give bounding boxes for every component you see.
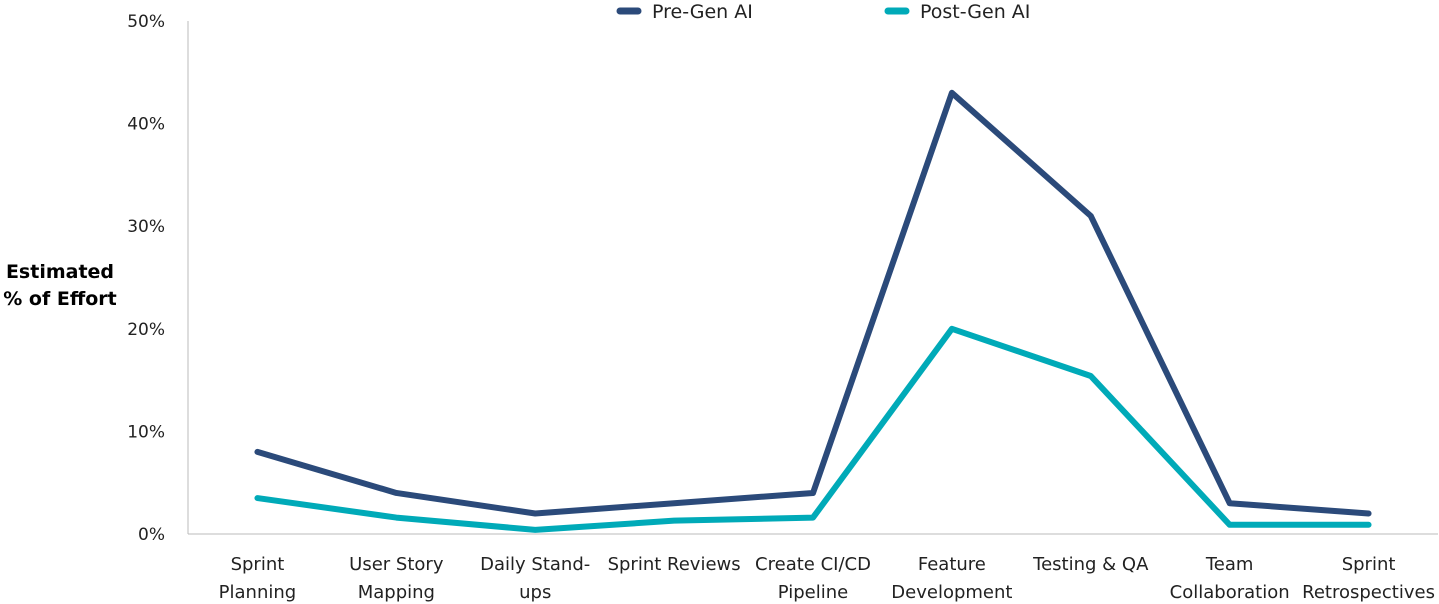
y-axis-label: Estimated% of Effort <box>3 261 116 310</box>
x-tick-label: Create CI/CD Pipeline <box>755 554 871 603</box>
y-tick-label: 30% <box>127 217 165 237</box>
y-tick-label: 20% <box>127 320 165 340</box>
x-tick-label: Sprint Reviews <box>608 554 741 575</box>
y-tick-label: 0% <box>138 525 165 545</box>
y-tick-label: 40% <box>127 115 165 135</box>
x-tick-label: Daily Stand-ups <box>480 554 590 603</box>
x-tick-label: User Story Mapping <box>349 554 444 603</box>
legend-label: Pre-Gen AI <box>652 1 753 23</box>
x-tick-label: Testing & QA <box>1032 554 1149 575</box>
x-tick-label: Team Collaboration <box>1170 554 1290 603</box>
y-tick-label: 10% <box>127 422 165 442</box>
y-tick-label: 50% <box>127 12 165 32</box>
x-tick-label: Sprint Planning <box>219 554 297 603</box>
series-line-pre-gen-ai <box>254 89 1372 517</box>
legend-label: Post-Gen AI <box>920 1 1030 23</box>
x-tick-label: Sprint Retrospectives <box>1302 554 1435 603</box>
x-tick-label: Feature Development <box>891 554 1012 603</box>
